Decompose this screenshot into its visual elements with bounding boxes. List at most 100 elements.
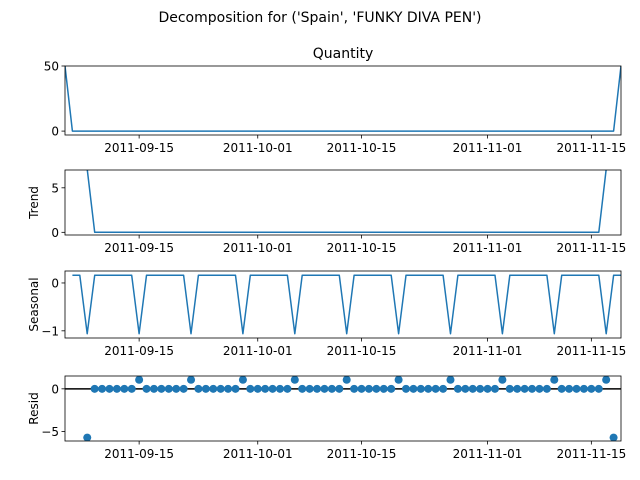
x-tick-label: 2011-10-15 xyxy=(327,447,397,461)
residual-point xyxy=(520,384,529,393)
x-tick-label: 2011-11-15 xyxy=(556,241,626,255)
y-axis-label: Trend xyxy=(27,186,41,220)
residual-point xyxy=(572,384,581,393)
y-tick-label: −1 xyxy=(41,324,59,338)
residual-point xyxy=(261,384,270,393)
residual-point xyxy=(290,376,299,384)
residual-point xyxy=(416,384,425,393)
residual-point xyxy=(172,384,181,393)
residual-point xyxy=(350,384,359,393)
panel-2: Trend 0 5 2011-09-15 2011-10-01 2011-10-15 201… xyxy=(27,169,626,255)
y-axis-label: Seasonal xyxy=(27,277,41,331)
residual-point xyxy=(394,376,403,384)
residual-point xyxy=(490,384,499,393)
residual-point xyxy=(253,384,262,393)
panel-title: Quantity xyxy=(313,46,374,62)
panel-1: Quantity 0 50 2011-09-15 2011-10-01 2011-10-1… xyxy=(44,46,627,155)
panels: Quantity 0 5 0 2011-09-15 2011-10-01 2011-10-1… xyxy=(27,46,626,461)
residual-point xyxy=(446,376,455,384)
residual-point xyxy=(112,384,121,393)
plot-area xyxy=(65,66,621,132)
residual-point xyxy=(98,384,107,393)
residual-point xyxy=(305,384,314,393)
residual-point xyxy=(201,384,210,393)
panel-3: Seasonal 0 −1 2011-09-15 2011-10-01 2011-10-1… xyxy=(27,270,626,358)
y-tick-label: 5 xyxy=(51,181,59,195)
residual-point xyxy=(157,384,166,393)
residual-point xyxy=(209,384,218,393)
residual-point xyxy=(609,433,618,441)
residual-point xyxy=(187,376,196,384)
residual-point xyxy=(498,376,507,384)
plot-area xyxy=(65,376,621,441)
y-tick-label: −5 xyxy=(41,425,59,439)
series-line xyxy=(86,170,607,234)
residual-point xyxy=(587,384,596,393)
residual-point xyxy=(372,384,381,393)
y-axis-label: Resid xyxy=(27,392,41,424)
residual-point xyxy=(505,384,514,393)
y-tick-label: 0 xyxy=(51,125,59,139)
residual-point xyxy=(402,384,411,393)
residual-point xyxy=(275,384,284,393)
residual-point xyxy=(90,384,99,393)
residual-point xyxy=(105,384,114,393)
residual-point xyxy=(342,376,351,384)
residual-point xyxy=(298,384,307,393)
residual-point xyxy=(557,384,566,393)
x-tick-label: 2011-11-01 xyxy=(453,447,523,461)
series-line xyxy=(65,66,621,132)
x-tick-label: 2011-09-15 xyxy=(104,447,174,461)
residual-point xyxy=(535,384,544,393)
residual-point xyxy=(246,384,255,393)
residual-point xyxy=(135,376,144,384)
residual-point xyxy=(513,384,522,393)
axes-frame xyxy=(64,169,622,236)
residual-point xyxy=(268,384,277,393)
axes-frame xyxy=(64,270,622,339)
residual-point xyxy=(453,384,462,393)
x-tick-label: 2011-11-01 xyxy=(453,241,523,255)
residual-point xyxy=(379,384,388,393)
axes-frame xyxy=(64,65,622,136)
x-tick-label: 2011-10-01 xyxy=(223,344,293,358)
axes-frame xyxy=(64,375,622,442)
residual-point xyxy=(461,384,470,393)
x-tick-label: 2011-11-15 xyxy=(556,447,626,461)
residual-point xyxy=(468,384,477,393)
residual-point xyxy=(602,376,611,384)
residual-point xyxy=(431,384,440,393)
x-tick-label: 2011-10-15 xyxy=(327,344,397,358)
residual-point xyxy=(231,384,240,393)
x-tick-label: 2011-10-15 xyxy=(327,141,397,155)
residual-point xyxy=(483,384,492,393)
x-tick-label: 2011-11-15 xyxy=(556,141,626,155)
x-tick-label: 2011-11-01 xyxy=(453,141,523,155)
residual-point xyxy=(216,384,225,393)
series-line xyxy=(72,274,621,335)
figure-title: Decomposition for ('Spain', 'FUNKY DIVA … xyxy=(158,10,481,26)
x-tick-label: 2011-10-01 xyxy=(223,447,293,461)
residual-point xyxy=(528,384,537,393)
residual-point xyxy=(313,384,322,393)
residual-point xyxy=(476,384,485,393)
residual-point xyxy=(179,384,188,393)
residual-point xyxy=(142,384,151,393)
residual-point xyxy=(594,384,603,393)
residual-point xyxy=(83,433,92,441)
residual-point xyxy=(387,384,396,393)
residual-point xyxy=(579,384,588,393)
residual-point xyxy=(149,384,158,393)
x-tick-label: 2011-10-01 xyxy=(223,141,293,155)
plot-area xyxy=(72,274,621,335)
residual-point xyxy=(409,384,418,393)
residual-point xyxy=(194,384,203,393)
residual-point xyxy=(127,384,136,393)
residual-point xyxy=(357,384,366,393)
residual-point xyxy=(327,384,336,393)
x-tick-label: 2011-09-15 xyxy=(104,141,174,155)
x-tick-label: 2011-10-01 xyxy=(223,241,293,255)
x-tick-label: 2011-09-15 xyxy=(104,344,174,358)
y-tick-label: 0 xyxy=(51,276,59,290)
